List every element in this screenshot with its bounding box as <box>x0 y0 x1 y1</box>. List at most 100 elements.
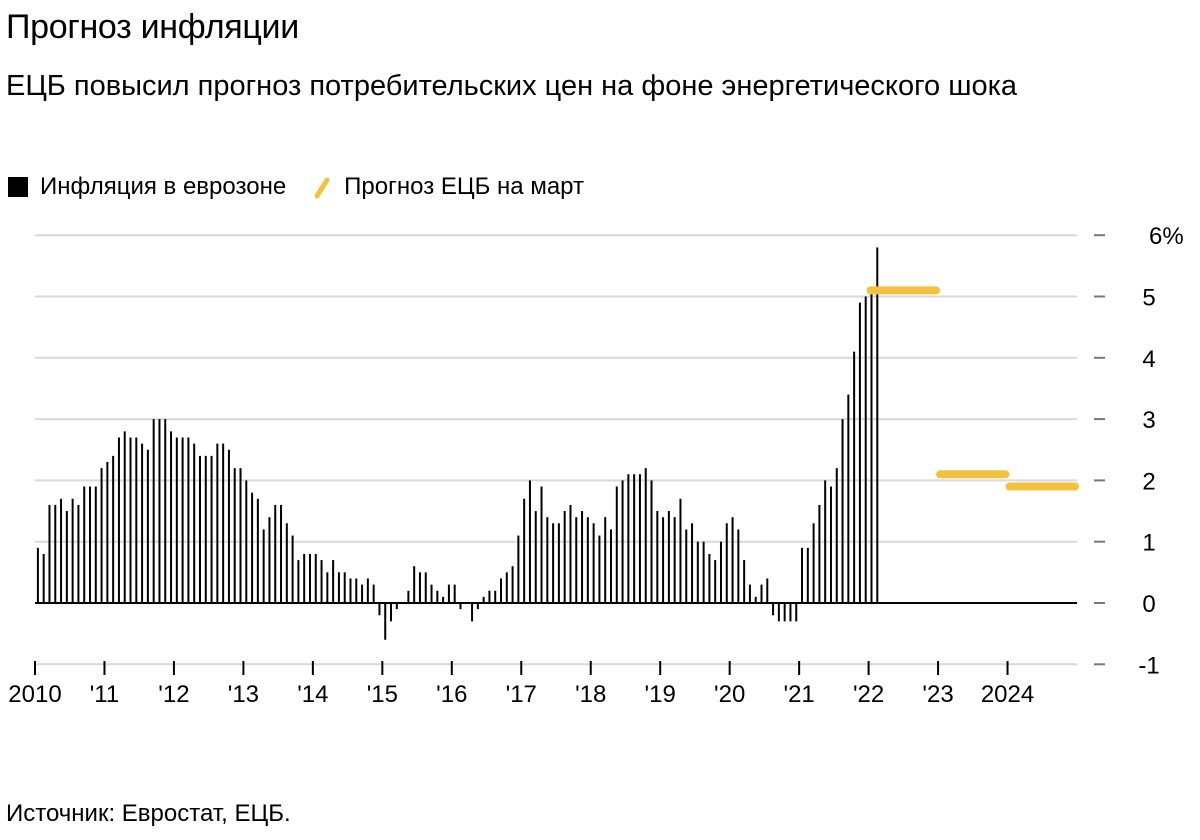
inflation-bar <box>528 480 531 603</box>
inflation-bar <box>297 560 300 603</box>
inflation-bar <box>222 443 225 603</box>
inflation-bar <box>303 553 306 603</box>
inflation-bar <box>447 584 450 603</box>
legend-swatch-bar <box>8 177 28 197</box>
chart-x-axis: 2010 '11 '12 '13 '14 '15 '16 '17 '18 '19 '20 '21 '22… <box>8 661 1034 708</box>
inflation-bar <box>210 455 213 603</box>
inflation-bar <box>488 590 491 603</box>
x-tick-label: '18 <box>575 681 606 708</box>
inflation-bar <box>644 468 647 603</box>
inflation-bar <box>772 603 775 616</box>
inflation-bar <box>465 603 468 604</box>
inflation-bar <box>320 560 323 603</box>
inflation-bar <box>343 572 346 603</box>
inflation-bar <box>586 517 589 603</box>
legend: Инфляция в еврозоне Прогноз ЕЦБ на март <box>8 172 612 202</box>
inflation-bar <box>158 419 161 603</box>
inflation-bar <box>858 302 861 603</box>
inflation-bar <box>685 529 688 603</box>
inflation-bar <box>60 498 63 603</box>
inflation-bar <box>135 437 138 603</box>
inflation-bar <box>482 596 485 603</box>
chart-grid <box>35 234 1077 666</box>
inflation-bar <box>170 431 173 603</box>
inflation-bar <box>517 535 520 603</box>
inflation-bar <box>337 572 340 603</box>
chart-y-axis: 6% 5 4 3 2 1 0 -1 <box>1094 223 1184 679</box>
inflation-bar <box>471 603 474 622</box>
inflation-bar <box>569 504 572 603</box>
inflation-bar <box>361 584 364 603</box>
inflation-bar <box>418 572 421 603</box>
inflation-bar <box>251 492 254 603</box>
inflation-bar <box>280 504 283 603</box>
inflation-bar <box>198 455 201 603</box>
inflation-bar <box>621 480 624 603</box>
inflation-bar <box>430 584 433 603</box>
inflation-bar <box>332 560 335 603</box>
inflation-bar <box>650 480 653 603</box>
inflation-bar <box>413 566 416 603</box>
inflation-bar <box>106 462 109 603</box>
x-tick-label: 2024 <box>981 681 1034 708</box>
inflation-bar <box>557 523 560 603</box>
inflation-bar <box>662 517 665 603</box>
inflation-bar <box>633 474 636 603</box>
inflation-bar <box>123 431 126 603</box>
x-tick-label: 2010 <box>8 681 61 708</box>
inflation-bar <box>349 578 352 603</box>
inflation-bar <box>65 511 68 603</box>
chart-bars <box>36 247 879 640</box>
inflation-bar <box>239 468 242 603</box>
x-tick-label: '12 <box>158 681 189 708</box>
chart-source: Источник: Евростат, ЕЦБ. <box>6 800 291 827</box>
inflation-bar <box>841 419 844 603</box>
inflation-bar <box>146 449 149 603</box>
inflation-bar <box>870 290 873 603</box>
inflation-bar <box>534 511 537 603</box>
inflation-bar <box>476 603 479 610</box>
inflation-bar <box>285 523 288 603</box>
inflation-bar <box>604 517 607 603</box>
inflation-bar <box>812 523 815 603</box>
chart-subtitle: ЕЦБ повысил прогноз потребительских цен … <box>6 70 1018 102</box>
y-tick-label: 0 <box>1142 591 1155 618</box>
x-tick-label: '20 <box>714 681 745 708</box>
inflation-bar <box>540 486 543 603</box>
inflation-bar <box>714 560 717 603</box>
inflation-bar <box>766 578 769 603</box>
inflation-bar <box>378 603 381 616</box>
x-tick-label: '19 <box>645 681 676 708</box>
inflation-bar <box>88 486 91 603</box>
y-tick-label: 6% <box>1149 223 1184 250</box>
inflation-bar <box>546 517 549 603</box>
inflation-bar <box>511 566 514 603</box>
inflation-bar <box>719 541 722 603</box>
inflation-bar <box>783 603 786 622</box>
inflation-bar <box>227 449 230 603</box>
x-tick-label: '22 <box>853 681 884 708</box>
inflation-bar <box>94 486 97 603</box>
inflation-bar <box>459 603 462 610</box>
inflation-bar <box>627 474 630 603</box>
x-tick-label: '21 <box>783 681 814 708</box>
inflation-bar <box>876 247 879 603</box>
inflation-bar <box>54 504 57 603</box>
y-tick-label: 5 <box>1142 285 1155 312</box>
x-tick-label: '17 <box>506 681 537 708</box>
inflation-bar <box>71 498 74 603</box>
y-tick-label: 3 <box>1142 407 1155 434</box>
inflation-bar <box>847 394 850 603</box>
inflation-bar <box>523 498 526 603</box>
inflation-bar <box>754 596 757 603</box>
legend-swatch-forecast <box>314 177 330 199</box>
inflation-bar <box>48 504 51 603</box>
inflation-bar <box>453 584 456 603</box>
inflation-bar <box>314 553 317 603</box>
inflation-bar <box>291 535 294 603</box>
inflation-bar <box>141 443 144 603</box>
x-tick-label: '11 <box>90 681 120 708</box>
inflation-bar <box>77 504 80 603</box>
chart-forecast <box>866 286 1079 491</box>
legend-item-actual: Инфляция в еврозоне <box>8 173 286 201</box>
